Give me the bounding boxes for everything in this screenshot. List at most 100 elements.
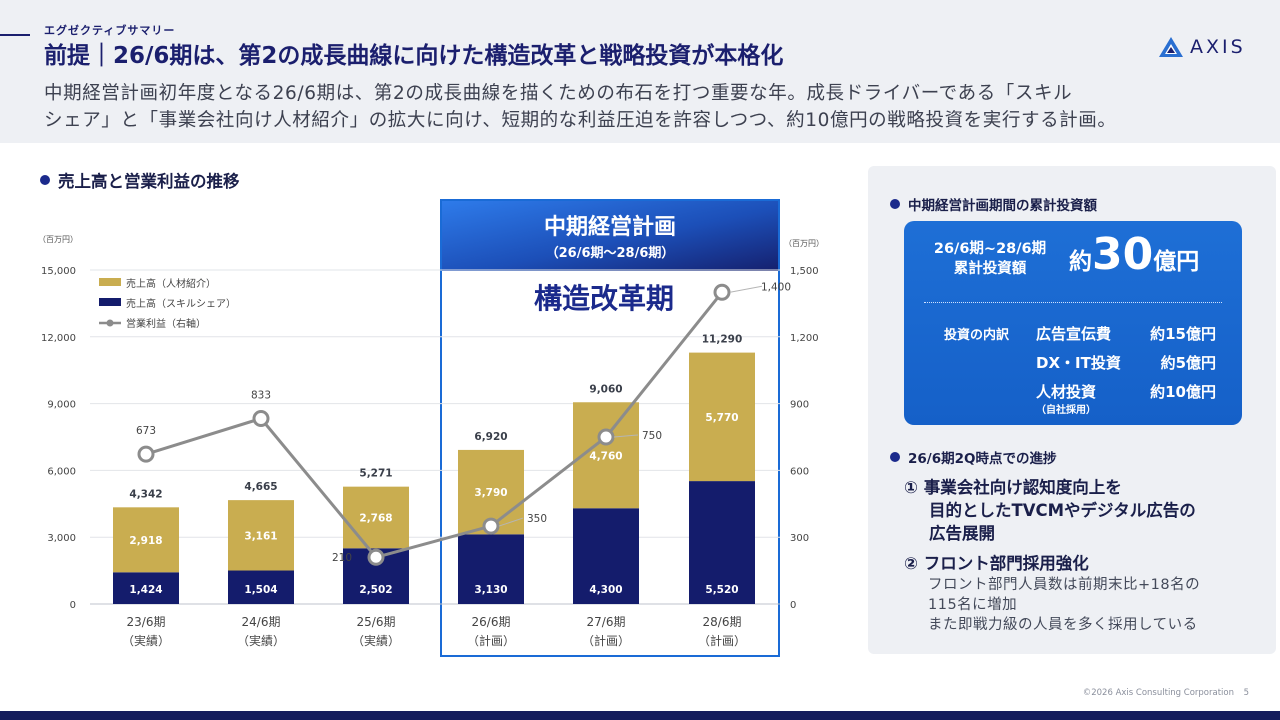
page-subtitle: 中期経営計画初年度となる26/6期は、第2の成長曲線を描くための布石を打つ重要な… [44, 80, 1264, 134]
investment-item-amount: 約10億円 [1150, 383, 1216, 401]
left-axis-tick: 9,000 [47, 400, 76, 411]
left-axis-tick: 0 [70, 600, 76, 611]
bar-value-label: 4,300 [589, 584, 622, 596]
legend-label: 売上高（人材紹介） [126, 277, 216, 290]
chart-heading-text: 売上高と営業利益の推移 [58, 172, 240, 191]
page-number: 5 [1243, 688, 1249, 698]
investment-heading: 中期経営計画期間の累計投資額 [890, 194, 1097, 214]
profit-value-label: 750 [642, 430, 662, 442]
right-axis-tick: 1,200 [790, 333, 819, 344]
profit-value-label: 1,400 [761, 281, 791, 293]
profit-marker [252, 410, 270, 428]
bar-segment [228, 570, 294, 604]
profit-value-label: 210 [332, 552, 352, 564]
legend-swatch [99, 278, 121, 286]
investment-period: 26/6期~28/6期 累計投資額 [920, 239, 1060, 279]
left-axis-tick: 3,000 [47, 533, 76, 544]
investment-divider [924, 302, 1222, 303]
bar-value-label: 2,768 [359, 512, 392, 524]
bar-segment [458, 534, 524, 604]
bar-segment [689, 481, 755, 604]
category-sublabel: （実績） [122, 633, 170, 648]
bar-value-label: 3,130 [474, 584, 507, 596]
right-axis-tick: 900 [790, 400, 809, 411]
category-label: 25/6期 [357, 615, 396, 629]
profit-line [145, 291, 724, 559]
bar-segment [113, 572, 179, 604]
bar-value-label: 1,504 [244, 584, 277, 596]
bar-segment [343, 486, 409, 549]
bar-total-label: 6,920 [474, 431, 507, 443]
bar-value-label: 2,918 [129, 535, 162, 547]
category-sublabel: （計画） [467, 633, 515, 648]
progress-item-2-line: フロント部門人員数は前期末比+18名の [928, 577, 1201, 593]
logo-text: AXIS [1190, 36, 1246, 58]
investment-period-range: 26/6期~28/6期 [933, 241, 1047, 257]
progress-item-1-line: 目的としたTVCMやデジタル広告の [929, 501, 1196, 520]
plan-highlight-header [442, 201, 778, 271]
plan-highlight-title: 中期経営計画 [544, 214, 676, 240]
profit-marker [137, 445, 155, 463]
investment-summary-box: 26/6期~28/6期 累計投資額 約30億円 投資の内訳 広告宣伝費 約15億… [904, 221, 1242, 425]
bar-value-label: 1,424 [129, 584, 162, 596]
progress-item-2-body: フロント部門人員数は前期末比+18名の 115名に増加 また即戦力級の人員を多く… [928, 575, 1200, 635]
progress-heading: 26/6期2Q時点での進捗 [890, 447, 1056, 467]
investment-item-label: 人材投資 [1036, 383, 1097, 401]
profit-label-leader [613, 434, 639, 438]
bullet-icon [890, 199, 900, 209]
category-label: 24/6期 [242, 615, 281, 629]
bar-total-label: 11,290 [702, 334, 743, 346]
side-panel: 中期経営計画期間の累計投資額 26/6期~28/6期 累計投資額 約30億円 投… [868, 166, 1276, 654]
investment-heading-text: 中期経営計画期間の累計投資額 [908, 198, 1097, 214]
investment-total: 約30億円 [1069, 229, 1199, 280]
revenue-profit-chart: 中期経営計画 （26/6期〜28/6期） 構造改革期 （百万円） （百万円） 15,000… [38, 199, 824, 657]
investment-period-caption: 累計投資額 [953, 261, 1027, 277]
right-axis-unit: （百万円） [784, 239, 824, 248]
subtitle-line: シェア」と「事業会社向け人材紹介」の拡大に向け、短期的な利益圧迫を許容しつつ、約… [44, 110, 1117, 131]
profit-marker [713, 283, 731, 301]
bar-total-label: 5,271 [359, 468, 392, 480]
plan-highlight-caption: 構造改革期 [534, 282, 674, 315]
investment-item-amount: 約15億円 [1150, 325, 1216, 343]
bar-value-label: 3,161 [244, 530, 277, 542]
bar-value-label: 3,790 [474, 487, 507, 499]
header-rule [0, 34, 30, 36]
category-label: 26/6期 [472, 615, 511, 629]
right-axis-tick: 1,500 [790, 266, 819, 277]
right-axis-tick: 600 [790, 466, 809, 477]
category-label: 28/6期 [703, 615, 742, 629]
bar-segment [228, 500, 294, 571]
page-title: 前提｜26/6期は、第2の成長曲線に向けた構造改革と戦略投資が本格化 [44, 43, 784, 69]
progress-item-2-line: 115名に増加 [928, 597, 1018, 613]
investment-item-amount: 約5億円 [1160, 354, 1216, 372]
investment-item-label: 広告宣伝費 [1036, 325, 1112, 343]
plan-highlight-period: （26/6期〜28/6期） [546, 245, 675, 261]
right-axis-tick: 0 [790, 600, 796, 611]
bar-segment [113, 507, 179, 573]
investment-item-label: DX・IT投資 [1036, 354, 1121, 372]
profit-value-label: 833 [251, 390, 271, 402]
category-sublabel: （計画） [582, 633, 630, 648]
category-sublabel: （実績） [237, 633, 285, 648]
category-sublabel: （計画） [698, 633, 746, 648]
investment-total-suffix: 億円 [1153, 249, 1200, 275]
category-label: 27/6期 [587, 615, 626, 629]
profit-marker [482, 517, 500, 535]
profit-label-leader [498, 517, 524, 527]
header-band: エグゼクティブサマリー 前提｜26/6期は、第2の成長曲線に向けた構造改革と戦略… [0, 0, 1280, 143]
legend-label: 営業利益（右軸） [126, 317, 206, 330]
profit-marker [597, 428, 615, 446]
bar-segment [573, 508, 639, 604]
bar-value-label: 2,502 [359, 584, 392, 596]
footer-copyright: ©2026 Axis Consulting Corporation [1082, 688, 1234, 698]
left-axis-tick: 6,000 [47, 466, 76, 477]
investment-total-number: 30 [1092, 229, 1154, 280]
progress-item-1: ① 事業会社向け認知度向上を 目的としたTVCMやデジタル広告の 広告展開 [904, 476, 1196, 545]
subtitle-line: 中期経営計画初年度となる26/6期は、第2の成長曲線を描くための布石を打つ重要な… [44, 83, 1073, 104]
investment-item-note: （自社採用） [1036, 405, 1096, 416]
progress-item-1-line: 広告展開 [929, 524, 995, 543]
progress-item-2-line: また即戦力級の人員を多く採用している [928, 617, 1198, 633]
section-label: エグゼクティブサマリー [44, 24, 176, 37]
bullet-icon [890, 452, 900, 462]
bar-total-label: 4,342 [129, 488, 162, 500]
